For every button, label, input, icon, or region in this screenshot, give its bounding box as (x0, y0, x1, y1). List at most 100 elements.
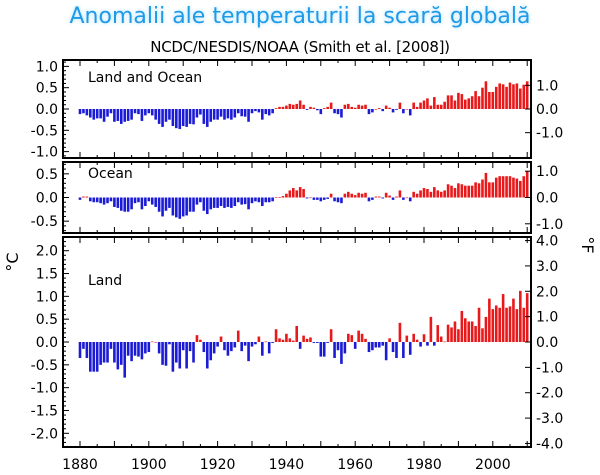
bar-1919 (212, 342, 216, 354)
bar-1954 (333, 197, 336, 202)
bar-1915 (199, 339, 202, 342)
bar-2001 (494, 305, 498, 342)
y-tick-label-celsius: 0.0 (36, 191, 58, 207)
bar-1966 (374, 342, 378, 348)
y-axis-label-celsius: °C (3, 252, 22, 271)
bar-1905 (164, 342, 168, 366)
bar-1953 (329, 329, 333, 342)
bar-2004 (505, 86, 508, 109)
bar-1996 (477, 183, 481, 198)
bar-2004 (505, 307, 508, 342)
bar-1953 (329, 193, 333, 198)
bar-1890 (113, 109, 116, 122)
bar-1938 (278, 197, 281, 198)
bar-1896 (133, 197, 137, 204)
bar-1942 (291, 104, 295, 109)
bar-1997 (481, 328, 484, 342)
bar-1974 (402, 109, 405, 114)
bar-1996 (477, 307, 481, 342)
bar-1881 (82, 342, 85, 349)
bar-1995 (474, 91, 477, 109)
bar-1980 (422, 100, 426, 109)
y-tick-label-fahrenheit: -4.0 (536, 436, 563, 452)
bar-1942 (291, 188, 295, 198)
bar-1897 (137, 342, 140, 357)
bar-1916 (202, 342, 206, 353)
bar-1995 (474, 326, 477, 342)
bar-1988 (450, 95, 453, 109)
bar-2006 (512, 84, 515, 109)
bar-1985 (439, 104, 443, 109)
bar-1982 (429, 105, 433, 109)
bar-1970 (388, 195, 391, 198)
bar-1915 (199, 109, 202, 115)
bar-1945 (302, 104, 305, 109)
bar-1898 (140, 109, 144, 121)
y-tick-label-celsius: -1.5 (31, 403, 58, 419)
bar-1902 (154, 342, 157, 343)
bar-1988 (450, 185, 453, 198)
bar-1912 (188, 197, 192, 212)
bar-1929 (247, 342, 250, 362)
bar-2007 (515, 178, 519, 198)
bar-1939 (281, 339, 285, 342)
bar-1907 (171, 109, 175, 127)
bar-1989 (453, 321, 457, 342)
bar-1880 (78, 342, 82, 358)
bar-1958 (347, 103, 350, 109)
bar-1908 (175, 197, 178, 218)
bar-1987 (446, 324, 450, 342)
bar-1997 (481, 179, 484, 198)
bar-1936 (271, 197, 274, 202)
bar-1920 (216, 342, 219, 347)
bar-1902 (154, 197, 157, 207)
y-tick-label-fahrenheit: -2.0 (536, 386, 563, 402)
bar-1954 (333, 109, 336, 114)
bar-1955 (336, 109, 340, 115)
bar-2002 (498, 83, 501, 109)
bar-1979 (419, 102, 422, 109)
bar-1912 (188, 109, 192, 124)
bar-1992 (463, 185, 467, 198)
bar-1917 (205, 342, 209, 369)
y-tick-label-celsius: 1.5 (36, 267, 58, 283)
bar-1989 (453, 188, 457, 198)
y-tick-label-celsius: 0.5 (36, 167, 58, 183)
bar-1884 (92, 197, 96, 203)
bar-1960 (353, 107, 357, 109)
x-tick-label: 1940 (269, 457, 305, 473)
bar-1962 (360, 193, 364, 198)
bar-1914 (195, 335, 199, 342)
bar-1959 (350, 106, 354, 109)
bar-1922 (223, 197, 226, 208)
bar-1953 (329, 102, 333, 109)
bar-1987 (446, 95, 450, 109)
bar-1940 (285, 105, 288, 109)
bar-1928 (243, 342, 247, 346)
bar-2010 (525, 81, 529, 109)
bar-1923 (226, 109, 230, 119)
y-tick-label-celsius: 0.0 (36, 102, 58, 118)
bar-1927 (240, 342, 243, 352)
bar-1921 (219, 109, 223, 117)
bar-1982 (429, 191, 433, 198)
bar-1905 (164, 109, 168, 122)
bar-1951 (322, 108, 326, 109)
bar-1892 (119, 197, 123, 211)
bar-2008 (519, 88, 522, 109)
bar-1939 (281, 196, 285, 198)
bar-1963 (364, 338, 367, 342)
bar-1933 (261, 197, 264, 207)
bar-1949 (316, 342, 319, 343)
bar-1946 (305, 109, 309, 110)
bar-1903 (157, 342, 161, 354)
bar-1909 (178, 197, 182, 219)
x-tick-label: 1980 (406, 457, 442, 473)
bar-1947 (309, 337, 312, 342)
bar-1899 (144, 109, 147, 116)
bar-1956 (340, 342, 343, 364)
bar-1946 (305, 197, 309, 199)
bar-1920 (216, 197, 219, 208)
bar-1972 (395, 196, 398, 198)
bar-1910 (181, 109, 185, 127)
